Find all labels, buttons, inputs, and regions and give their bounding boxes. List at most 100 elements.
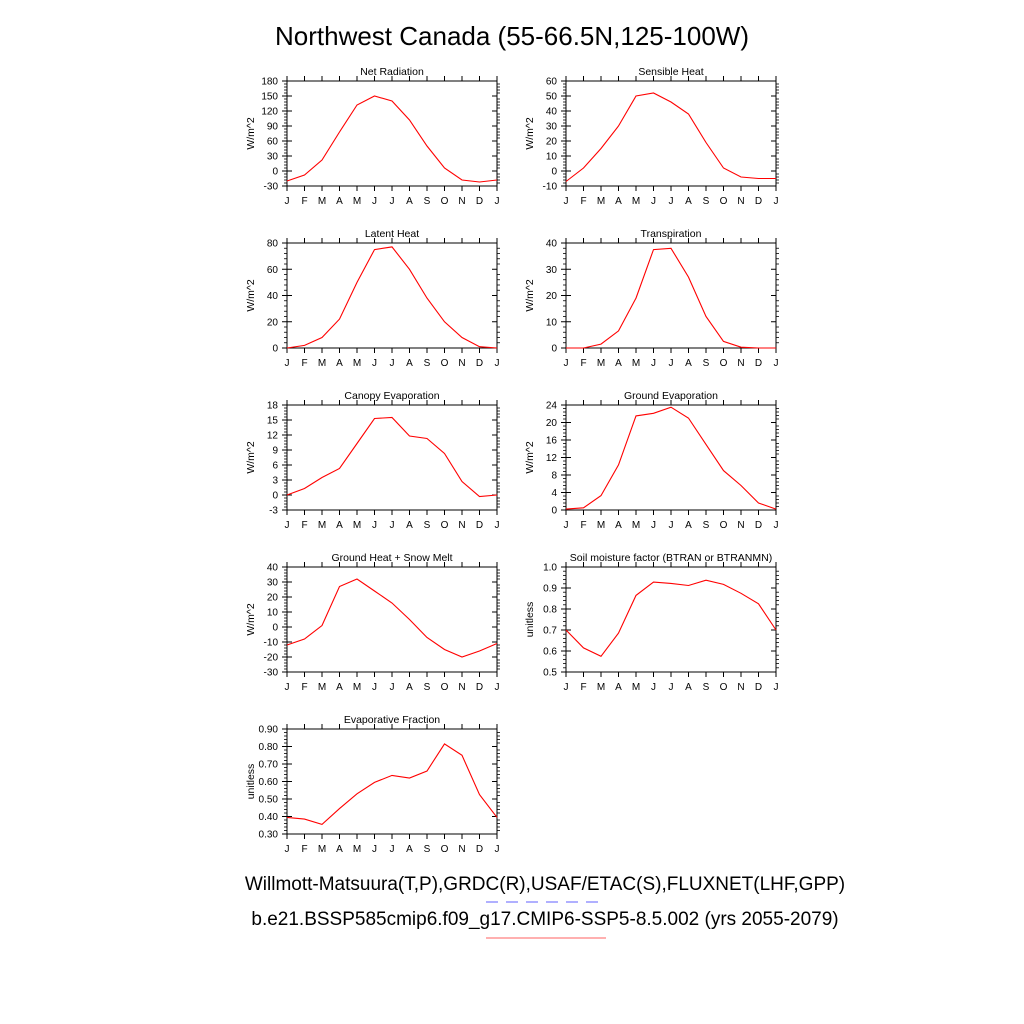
y-tick-label: 0 bbox=[551, 506, 557, 517]
y-tick-label: 0.5 bbox=[543, 668, 557, 679]
x-tick-label: F bbox=[301, 682, 307, 693]
y-tick-label: 20 bbox=[546, 291, 558, 302]
y-axis-label: W/m^2 bbox=[245, 441, 257, 474]
y-axis-label: unitless bbox=[245, 764, 257, 800]
x-tick-label: M bbox=[318, 520, 326, 531]
x-tick-label: S bbox=[424, 358, 431, 369]
x-tick-label: M bbox=[632, 358, 640, 369]
y-tick-label: 40 bbox=[267, 563, 279, 574]
y-tick-label: -3 bbox=[269, 506, 278, 517]
panel-title: Ground Heat + Snow Melt bbox=[331, 552, 452, 564]
x-tick-label: J bbox=[285, 844, 290, 855]
y-tick-label: 6 bbox=[272, 461, 278, 472]
x-tick-label: O bbox=[720, 520, 728, 531]
x-tick-label: O bbox=[441, 196, 449, 207]
plot-frame bbox=[565, 404, 777, 511]
y-tick-label: 10 bbox=[267, 608, 279, 619]
x-tick-label: J bbox=[372, 520, 377, 531]
y-tick-label: 12 bbox=[546, 453, 558, 464]
x-tick-label: A bbox=[336, 196, 343, 207]
x-tick-label: J bbox=[285, 358, 290, 369]
y-tick-label: 10 bbox=[546, 317, 558, 328]
legend-obs-label: Willmott-Matsuura(T,P),GRDC(R),USAF/ETAC… bbox=[245, 874, 845, 895]
x-tick-label: J bbox=[390, 358, 395, 369]
x-tick-label: F bbox=[301, 844, 307, 855]
x-tick-label: M bbox=[353, 682, 361, 693]
y-axis-label: W/m^2 bbox=[245, 117, 257, 150]
x-tick-label: M bbox=[318, 196, 326, 207]
x-tick-label: A bbox=[615, 196, 622, 207]
legend-model-label: b.e21.BSSP585cmip6.f09_g17.CMIP6-SSP5-8.… bbox=[251, 909, 838, 930]
x-tick-label: A bbox=[406, 682, 413, 693]
x-tick-label: J bbox=[372, 358, 377, 369]
y-tick-label: 30 bbox=[267, 578, 279, 589]
x-tick-label: F bbox=[580, 520, 586, 531]
x-tick-label: F bbox=[301, 520, 307, 531]
y-tick-label: -10 bbox=[264, 638, 279, 649]
panel-7: Ground Heat + Snow Melt -30 -20 -10 0 10 20 30 4… bbox=[245, 552, 500, 693]
y-tick-label: 60 bbox=[546, 77, 558, 88]
y-tick-label: 40 bbox=[546, 107, 558, 118]
x-tick-label: A bbox=[406, 844, 413, 855]
x-tick-label: N bbox=[737, 196, 744, 207]
x-tick-label: J bbox=[495, 358, 500, 369]
y-tick-label: -20 bbox=[264, 653, 279, 664]
x-tick-label: M bbox=[318, 358, 326, 369]
x-tick-label: D bbox=[755, 520, 762, 531]
x-tick-label: M bbox=[632, 520, 640, 531]
panel-title: Sensible Heat bbox=[638, 66, 703, 78]
x-tick-label: O bbox=[441, 844, 449, 855]
x-tick-label: J bbox=[390, 196, 395, 207]
x-tick-label: J bbox=[651, 196, 656, 207]
series-line bbox=[286, 95, 498, 183]
series-line bbox=[565, 406, 777, 510]
x-tick-label: F bbox=[301, 196, 307, 207]
x-tick-label: D bbox=[755, 196, 762, 207]
x-tick-label: S bbox=[424, 520, 431, 531]
x-tick-label: O bbox=[441, 520, 449, 531]
plot-frame bbox=[286, 728, 498, 835]
y-tick-label: 0 bbox=[272, 344, 278, 355]
series-line bbox=[286, 578, 498, 658]
y-tick-label: 0 bbox=[272, 623, 278, 634]
y-axis-label: W/m^2 bbox=[524, 441, 536, 474]
x-tick-label: M bbox=[353, 196, 361, 207]
x-tick-label: J bbox=[651, 520, 656, 531]
y-tick-label: 12 bbox=[267, 431, 279, 442]
y-tick-label: 80 bbox=[267, 239, 279, 250]
y-tick-label: 60 bbox=[267, 137, 279, 148]
x-tick-label: A bbox=[406, 520, 413, 531]
plot-frame bbox=[565, 80, 777, 187]
y-axis-label: W/m^2 bbox=[245, 279, 257, 312]
x-tick-label: A bbox=[615, 682, 622, 693]
y-tick-label: 0 bbox=[551, 167, 557, 178]
y-tick-label: 10 bbox=[546, 152, 558, 163]
y-axis-label: unitless bbox=[524, 602, 536, 638]
series-line bbox=[286, 246, 498, 349]
x-tick-label: J bbox=[390, 682, 395, 693]
x-tick-label: N bbox=[458, 844, 465, 855]
figure-title: Northwest Canada (55-66.5N,125-100W) bbox=[275, 21, 749, 51]
y-tick-label: 3 bbox=[272, 476, 278, 487]
y-tick-label: 30 bbox=[546, 122, 558, 133]
y-tick-label: -10 bbox=[543, 182, 558, 193]
y-tick-label: 16 bbox=[546, 436, 558, 447]
panel-title: Net Radiation bbox=[360, 66, 424, 78]
y-tick-label: 0 bbox=[272, 491, 278, 502]
x-tick-label: A bbox=[685, 682, 692, 693]
x-tick-label: A bbox=[615, 520, 622, 531]
panel-8: Soil moisture factor (BTRAN or BTRANMN) 0… bbox=[524, 552, 779, 693]
x-tick-label: J bbox=[564, 682, 569, 693]
x-tick-label: J bbox=[390, 844, 395, 855]
x-tick-label: J bbox=[651, 682, 656, 693]
y-tick-label: 60 bbox=[267, 265, 279, 276]
x-tick-label: A bbox=[336, 682, 343, 693]
y-tick-label: 15 bbox=[267, 416, 279, 427]
x-tick-label: S bbox=[703, 682, 710, 693]
x-tick-label: N bbox=[737, 358, 744, 369]
y-tick-label: 18 bbox=[267, 401, 279, 412]
x-tick-label: J bbox=[774, 196, 779, 207]
